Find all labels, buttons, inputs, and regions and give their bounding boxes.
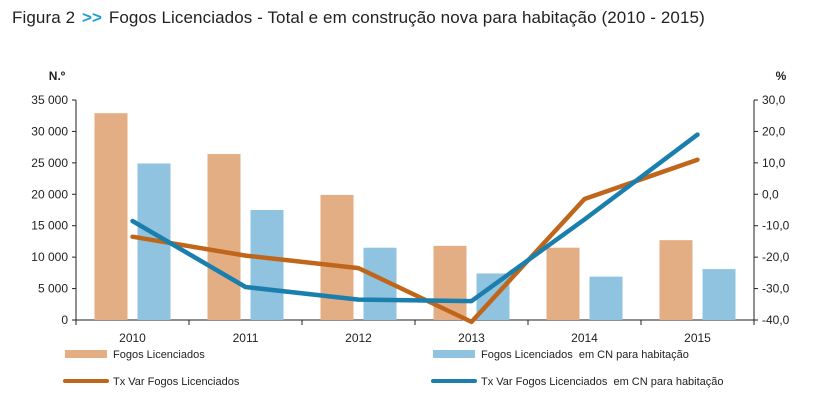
- bar: [250, 210, 284, 320]
- bar: [659, 240, 693, 320]
- y-left-tick-label: 35 000: [31, 93, 68, 107]
- bars: [94, 113, 736, 320]
- y-left-tick-label: 5 000: [38, 282, 68, 296]
- y-right-tick-label: 10,0: [762, 156, 786, 170]
- x-tick-label: 2012: [345, 331, 372, 345]
- y-left-tick-label: 25 000: [31, 156, 68, 170]
- y-right-tick-label: 30,0: [762, 93, 786, 107]
- figure-number: Figura 2: [12, 8, 76, 27]
- y-left-tick-label: 15 000: [31, 219, 68, 233]
- legend-label: Tx Var Fogos Licenciados em CN para habi…: [481, 376, 724, 388]
- y-right-axis-label: %: [776, 69, 787, 83]
- x-tick-label: 2014: [571, 331, 598, 345]
- bar: [320, 194, 354, 320]
- y-left-tick-label: 20 000: [31, 187, 68, 201]
- axes: [72, 99, 758, 325]
- y-left-tick-label: 0: [61, 313, 68, 327]
- y-right-tick-label: -40,0: [762, 313, 790, 327]
- y-left-axis-label: N.º: [49, 69, 66, 83]
- y-left-tick-label: 30 000: [31, 124, 68, 138]
- x-tick-label: 2010: [119, 331, 146, 345]
- bar: [702, 269, 736, 320]
- legend-label: Fogos Licenciados: [113, 349, 205, 361]
- bar: [94, 113, 128, 320]
- lines: [130, 132, 700, 325]
- series-line: [130, 132, 700, 304]
- legend-label: Fogos Licenciados em CN para habitação: [481, 349, 689, 361]
- bar: [207, 154, 241, 320]
- legend: Fogos Licenciados Fogos Licenciados em CN…: [63, 349, 724, 388]
- series-line: [130, 157, 700, 325]
- figure-title-text: Fogos Licenciados - Total e em construçã…: [108, 8, 705, 27]
- bar: [433, 245, 467, 320]
- y-right-tick-label: -20,0: [762, 250, 790, 264]
- x-tick-label: 2013: [458, 331, 485, 345]
- legend-label: Tx Var Fogos Licenciados: [113, 376, 240, 388]
- legend-swatch: [433, 350, 475, 358]
- y-right-tick-label: 0,0: [762, 187, 779, 201]
- legend-swatch: [65, 350, 107, 358]
- x-tick-label: 2011: [233, 331, 259, 345]
- chart-title: Figura 2 >> Fogos Licenciados - Total e …: [12, 8, 705, 28]
- x-tick-label: 2015: [684, 331, 711, 345]
- bar: [589, 276, 623, 320]
- y-right-tick-label: -10,0: [762, 219, 790, 233]
- axis-labels: 0 5 000 10 000 15 000 20 000 25 000 30 000 35 0…: [31, 69, 789, 345]
- y-right-tick-label: 20,0: [762, 124, 786, 138]
- y-left-tick-label: 10 000: [31, 250, 68, 264]
- bar: [546, 247, 580, 320]
- y-right-tick-label: -30,0: [762, 282, 790, 296]
- figure-arrows: >>: [82, 8, 103, 27]
